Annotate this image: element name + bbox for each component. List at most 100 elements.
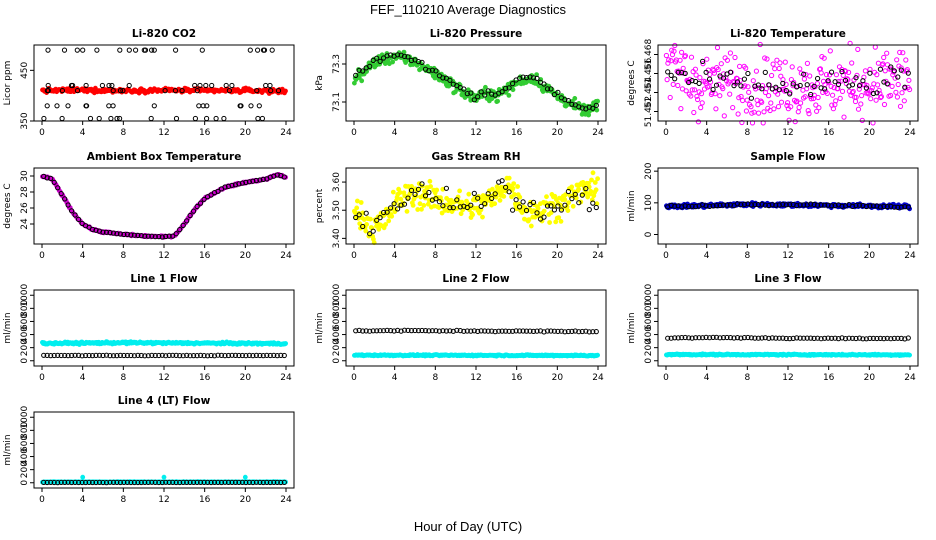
data-point (694, 93, 700, 99)
data-point (236, 181, 242, 187)
y-tick-label: 100 (644, 194, 654, 211)
data-point (818, 70, 824, 76)
data-point (471, 190, 477, 196)
y-tick-label: 73.1 (332, 92, 342, 112)
data-point (874, 72, 880, 78)
data-point (775, 91, 781, 97)
data-point (197, 82, 203, 89)
data-point (229, 82, 235, 89)
panel-title: Sample Flow (750, 151, 825, 163)
data-point (48, 175, 54, 181)
y-tick-label: 3.50 (332, 200, 342, 220)
data-point (670, 81, 676, 88)
series-li-820-temperature-avg (665, 58, 911, 101)
data-point (110, 103, 116, 109)
x-tick-label: 4 (80, 495, 86, 505)
data-point (428, 184, 433, 189)
x-tick-label: 8 (120, 373, 126, 383)
data-point (675, 82, 681, 89)
x-tick-label: 24 (904, 373, 916, 383)
data-point (740, 97, 746, 104)
data-point (232, 182, 239, 188)
data-point (680, 65, 686, 71)
data-point (797, 82, 803, 89)
x-tick-label: 20 (240, 128, 252, 138)
data-point (528, 223, 534, 229)
data-point (359, 78, 365, 84)
data-point (780, 80, 786, 87)
data-point (712, 91, 718, 97)
data-point (797, 66, 803, 72)
y-tick-label: 26 (20, 202, 30, 214)
data-point (563, 192, 568, 197)
data-point (194, 88, 200, 94)
panel-title: Li-820 CO2 (132, 28, 196, 40)
panel-ambient-box-temperature: Ambient Box Temperature degrees C 0 4 8 12 16 2… (3, 151, 295, 261)
data-point (801, 71, 807, 77)
x-tick-label: 20 (864, 251, 876, 261)
data-point (544, 194, 549, 200)
data-point (679, 49, 685, 55)
data-point (471, 97, 477, 103)
data-point (198, 200, 204, 206)
data-point (892, 75, 898, 81)
data-point (675, 69, 681, 75)
y-tick-label: 3.40 (332, 228, 342, 248)
x-tick-label: 0 (351, 373, 357, 383)
y-tick-label: 1000 (644, 284, 654, 307)
data-point (666, 57, 672, 63)
data-point (142, 233, 148, 239)
data-point (151, 47, 157, 53)
data-point (79, 220, 85, 226)
data-point (593, 204, 599, 211)
data-point (813, 102, 819, 108)
data-point (692, 87, 698, 93)
data-point (485, 88, 491, 94)
data-point (530, 75, 537, 81)
data-point (461, 86, 467, 92)
data-point (889, 83, 895, 90)
data-point (583, 186, 589, 192)
data-point (572, 191, 578, 197)
data-point (698, 91, 705, 97)
data-point (783, 88, 789, 94)
data-point (61, 47, 68, 53)
y-axis-label: degrees C (3, 183, 13, 228)
y-tick-label: 24 (20, 218, 30, 230)
data-point (798, 100, 804, 106)
data-point (526, 217, 532, 222)
data-point (436, 205, 442, 210)
data-point (357, 221, 363, 226)
data-point (689, 87, 695, 93)
series-line-2-flow-5-min (351, 352, 600, 359)
data-point (870, 90, 877, 97)
data-point (804, 60, 811, 67)
data-point (478, 89, 484, 95)
data-point (410, 202, 416, 208)
data-point (700, 58, 706, 65)
data-point (565, 188, 572, 195)
data-point (370, 57, 376, 64)
data-point (358, 200, 364, 205)
data-point (875, 82, 881, 88)
data-point (868, 96, 874, 102)
data-point (76, 216, 82, 222)
data-point (65, 202, 71, 208)
data-point (354, 205, 360, 211)
data-point (830, 92, 836, 98)
data-point (566, 200, 571, 205)
data-point (850, 88, 856, 95)
data-point (156, 234, 162, 240)
data-point (713, 82, 720, 88)
panel-title: Line 3 Flow (754, 273, 821, 285)
data-point (429, 67, 435, 73)
data-point (788, 77, 795, 83)
y-tick-label: 1000 (20, 406, 30, 429)
data-point (836, 78, 842, 85)
data-point (520, 74, 526, 80)
data-point (739, 119, 745, 126)
data-point (374, 55, 380, 61)
data-point (450, 205, 456, 211)
data-point (691, 109, 697, 116)
x-tick-label: 24 (280, 373, 292, 383)
